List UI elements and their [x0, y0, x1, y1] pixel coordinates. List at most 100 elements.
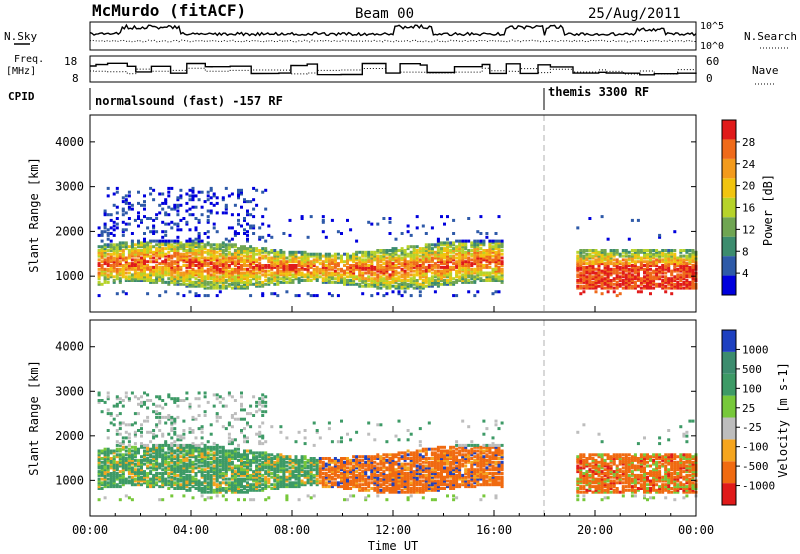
velocity-cell: [115, 466, 119, 470]
power-cell: [627, 258, 631, 262]
velocity-cell: [291, 483, 295, 487]
power-cell: [330, 262, 334, 266]
power-cell: [176, 262, 180, 266]
power-cell: [406, 254, 410, 258]
power-cell: [500, 264, 504, 267]
velocity-cell: [191, 475, 195, 479]
power-cell: [646, 275, 649, 279]
power-cell: [212, 264, 216, 267]
power-cell: [627, 256, 631, 260]
power-cell: [227, 194, 231, 198]
velocity-cell: [246, 485, 249, 489]
power-cell: [646, 264, 649, 267]
power-cell: [394, 279, 398, 282]
power-cell: [412, 260, 416, 264]
power-cell: [227, 243, 231, 247]
velocity-cell: [285, 477, 289, 481]
power-cell: [97, 264, 101, 267]
velocity-cell: [130, 472, 134, 475]
power-cell: [676, 273, 680, 277]
velocity-cell: [112, 475, 116, 479]
power-cell: [149, 271, 153, 275]
power-cell: [227, 245, 231, 249]
velocity-cell: [233, 477, 237, 481]
velocity-cell: [282, 485, 286, 489]
velocity-cell: [97, 460, 101, 464]
power-cell: [179, 265, 183, 269]
power-cell: [467, 262, 471, 266]
velocity-cell: [240, 481, 243, 485]
velocity-cell: [230, 415, 234, 419]
power-cell: [103, 252, 107, 256]
power-cell: [594, 258, 598, 262]
power-cell: [164, 264, 168, 267]
power-cell: [321, 230, 325, 234]
power-cell: [103, 243, 107, 247]
velocity-cell: [218, 488, 222, 492]
power-cell: [315, 254, 319, 258]
velocity-cell: [218, 462, 222, 466]
power-cell: [597, 265, 601, 269]
velocity-cell: [300, 481, 304, 485]
velocity-cell: [158, 415, 162, 419]
velocity-cell: [106, 451, 110, 455]
power-cell: [576, 280, 580, 284]
power-cell: [318, 275, 322, 279]
power-cell: [591, 275, 595, 279]
velocity-cell: [173, 419, 177, 423]
power-cell: [685, 275, 689, 279]
power-cell: [124, 198, 128, 202]
power-cell: [455, 271, 459, 275]
velocity-cell: [109, 412, 113, 416]
power-cell: [109, 247, 113, 251]
velocity-cell: [118, 498, 122, 502]
power-cell: [246, 271, 249, 275]
velocity-cell: [258, 477, 262, 481]
power-cell: [273, 260, 277, 264]
power-cell: [343, 264, 346, 267]
velocity-cell: [158, 479, 162, 483]
power-cell: [270, 250, 274, 254]
velocity-cell: [164, 421, 168, 425]
velocity-cell: [258, 451, 262, 455]
velocity-cell: [140, 458, 143, 462]
power-cell: [158, 241, 162, 245]
power-cell: [303, 279, 307, 282]
power-cell: [182, 280, 186, 284]
power-cell: [206, 209, 210, 213]
power-cell: [209, 211, 213, 215]
power-cell: [185, 249, 189, 252]
power-cell: [103, 267, 107, 271]
velocity-cell: [215, 477, 219, 481]
power-cell: [479, 271, 483, 275]
velocity-cell: [261, 487, 265, 490]
power-cell: [424, 232, 428, 235]
power-cell: [118, 273, 122, 277]
power-cell: [579, 256, 583, 260]
velocity-cell: [230, 442, 234, 446]
velocity-cell: [261, 399, 265, 402]
velocity-cell: [170, 468, 174, 472]
velocity-cell: [176, 399, 180, 402]
power-cell: [582, 286, 586, 290]
power-cell: [646, 282, 649, 286]
power-cell: [379, 271, 383, 275]
power-cell: [200, 284, 204, 288]
power-cell: [482, 243, 486, 247]
power-cell: [600, 275, 604, 279]
velocity-cell: [115, 460, 119, 464]
power-cell: [243, 228, 246, 232]
power-cell: [639, 279, 643, 282]
power-cell: [240, 271, 243, 275]
power-cell: [488, 265, 492, 269]
velocity-cell: [224, 477, 228, 481]
power-cell: [127, 245, 131, 249]
velocity-cell: [173, 470, 177, 474]
velocity-cell: [264, 477, 268, 481]
power-cell: [349, 264, 353, 267]
power-cell: [233, 275, 237, 279]
power-cell: [288, 267, 292, 271]
velocity-cell: [133, 453, 137, 457]
power-cell: [182, 271, 186, 275]
